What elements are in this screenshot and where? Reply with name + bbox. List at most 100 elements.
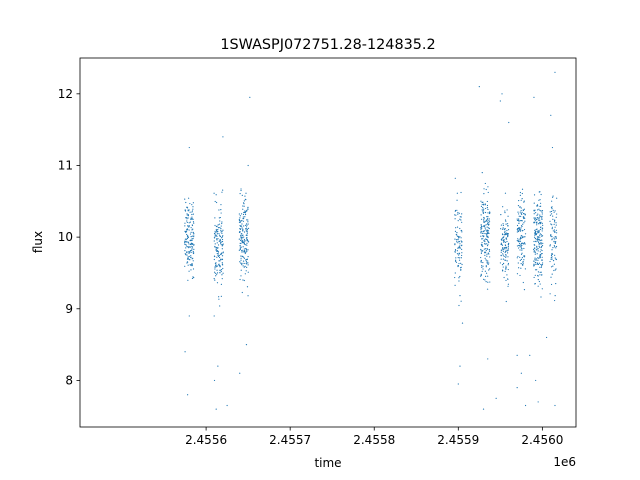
data-point [487,358,489,360]
data-point [551,256,553,258]
data-point [219,235,221,237]
data-point [506,229,508,232]
data-point [215,408,217,410]
data-point [536,218,538,220]
data-point [216,225,218,227]
data-point [485,272,488,274]
data-point [239,239,242,241]
data-point [555,245,558,248]
data-point [459,275,461,278]
data-point [522,223,524,225]
data-point [500,258,502,260]
data-point [518,218,520,220]
data-point [240,213,243,215]
data-point [242,216,244,218]
data-point [459,267,462,269]
data-point [244,216,246,218]
data-point [524,236,526,238]
data-point [521,230,523,232]
data-point [191,238,193,240]
data-point [214,243,216,245]
data-point [244,239,246,242]
data-point [539,214,541,216]
data-point [186,206,188,208]
data-point [483,219,485,221]
data-point [187,215,189,217]
data-point [186,216,188,219]
data-point [521,225,523,227]
data-point [482,201,484,203]
data-point [187,251,189,253]
data-point [553,241,555,243]
data-point [487,260,489,262]
data-point [487,221,489,223]
data-point [504,244,506,246]
data-point [456,209,458,211]
data-point [549,260,551,263]
data-point [541,264,543,266]
data-point [519,191,521,194]
data-point [533,260,535,262]
data-point [554,254,556,256]
data-point [538,208,540,210]
data-point [218,217,220,219]
data-point [487,191,489,194]
data-point [459,216,461,218]
data-point [246,224,248,226]
data-point [214,245,216,248]
data-point [504,251,506,254]
data-point [539,266,541,268]
data-point [188,197,190,199]
data-point [537,271,540,273]
data-point [187,246,189,248]
data-point [456,199,458,201]
data-point [459,243,461,245]
data-point [517,247,520,249]
data-point [488,253,490,255]
data-point [480,256,482,259]
data-point [538,231,540,234]
data-point [482,268,484,270]
data-point [485,275,487,278]
data-point [188,245,190,248]
data-point [481,270,483,272]
data-point [192,228,194,230]
data-point [504,259,506,261]
data-point [455,214,457,216]
data-point [192,250,194,253]
data-point [534,247,536,250]
data-point [552,247,554,249]
data-point [539,242,541,245]
data-point [218,233,220,235]
data-point [192,213,194,215]
data-point [189,264,191,266]
data-point [550,276,552,278]
data-point [523,200,525,202]
data-point [455,261,458,263]
x-tick-label: 2.4557 [269,433,311,447]
data-point [507,234,509,236]
data-point [517,262,519,264]
data-point [457,238,459,240]
data-point [539,223,542,225]
data-point [461,213,463,215]
data-point [501,248,504,250]
data-point [480,229,482,231]
data-point [550,114,552,116]
data-point [188,229,190,231]
data-point [518,267,520,269]
data-point [246,219,248,221]
data-point [506,209,508,211]
data-point [538,230,541,232]
data-point [556,232,558,234]
data-point [220,244,222,246]
data-point [538,222,540,225]
data-point [190,236,192,238]
data-point [521,249,523,251]
data-point [243,279,245,282]
data-point [188,146,190,149]
data-point [243,238,246,241]
data-point [184,210,187,212]
data-point [541,210,544,212]
data-point [214,217,216,219]
